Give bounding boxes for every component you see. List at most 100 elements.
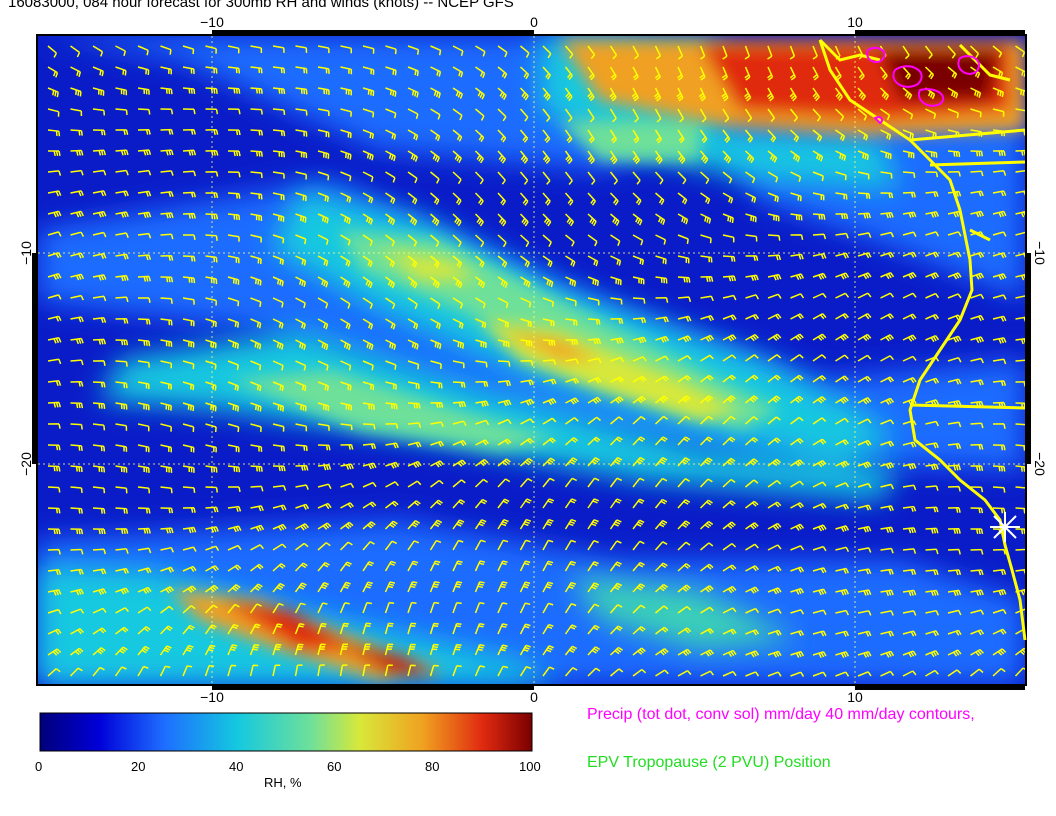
wind-barb: [519, 150, 529, 164]
wind-barb: [272, 643, 282, 656]
wind-barb: [384, 540, 398, 551]
wind-barb: [677, 129, 685, 144]
wind-barb: [160, 108, 174, 115]
wind-barb: [362, 66, 375, 75]
wind-barb: [992, 210, 1007, 218]
wind-barb: [902, 45, 910, 60]
wind-barb: [947, 421, 962, 428]
wind-barb: [205, 192, 219, 199]
wind-barb: [407, 234, 418, 247]
wind-barb: [835, 525, 850, 532]
wind-barb: [47, 66, 59, 78]
wind-barb: [677, 541, 691, 551]
x-tick-bottom-minus10: −10: [200, 689, 224, 705]
wind-barb: [137, 190, 152, 197]
wind-barb: [925, 335, 940, 343]
wind-barb: [452, 539, 464, 551]
wind-barb: [767, 108, 776, 123]
wind-barb: [115, 607, 129, 614]
wind-barb: [564, 645, 578, 656]
wind-barb: [835, 333, 849, 341]
wind-barb: [272, 664, 281, 677]
wind-barb: [182, 507, 196, 513]
wind-barb: [272, 108, 286, 115]
wind-barb: [767, 234, 781, 241]
wind-barb: [429, 519, 443, 530]
wind-barb: [925, 191, 939, 198]
wind-barb: [70, 402, 84, 409]
wind-barb: [182, 212, 196, 219]
wind-barb: [160, 360, 173, 369]
wind-barb: [47, 423, 61, 429]
wind-barb: [295, 360, 307, 371]
wind-barb: [880, 650, 895, 658]
wind-barb: [160, 170, 174, 176]
wind-barb: [587, 171, 596, 185]
wind-barb: [902, 589, 917, 597]
wind-barb: [655, 669, 669, 677]
wind-barb: [115, 211, 129, 218]
wind-barb: [205, 381, 217, 391]
wind-barb: [880, 440, 895, 447]
wind-barb: [902, 548, 917, 554]
wind-barb: [790, 416, 804, 425]
wind-barb: [137, 318, 151, 325]
wind-barb: [880, 589, 894, 596]
wind-barb: [205, 87, 218, 94]
wind-barb: [362, 213, 374, 225]
wind-barb: [452, 213, 462, 227]
wind-barb: [834, 108, 845, 122]
wind-barb: [790, 253, 804, 260]
wind-barb: [677, 499, 691, 509]
wind-barb: [992, 315, 1007, 322]
wind-barb: [835, 567, 849, 574]
wind-barb: [519, 539, 531, 551]
wind-barb: [542, 359, 557, 365]
wind-barb: [385, 171, 396, 183]
wind-barb: [970, 528, 984, 535]
wind-barb: [340, 276, 351, 288]
wind-barb: [249, 603, 262, 614]
wind-barb: [632, 540, 645, 551]
wind-barb: [902, 527, 917, 534]
wind-barb: [947, 609, 962, 616]
wind-barb: [250, 108, 263, 115]
wind-barb: [812, 671, 827, 677]
wind-barb: [227, 129, 241, 136]
wind-barb: [362, 87, 375, 97]
wind-barb: [474, 622, 485, 635]
wind-barb: [970, 379, 984, 386]
wind-barb: [452, 297, 464, 309]
wind-barb: [430, 360, 442, 369]
wind-barb: [272, 381, 284, 392]
wind-barb: [610, 318, 624, 324]
wind-barb: [272, 360, 284, 371]
wind-barb: [70, 528, 84, 535]
wind-barb: [880, 568, 894, 575]
wind-barb: [677, 520, 691, 530]
wind-barb: [295, 234, 307, 245]
wind-barb: [902, 630, 917, 637]
wind-barb: [182, 486, 196, 493]
wind-barb: [362, 339, 374, 351]
wind-barb: [564, 602, 577, 614]
wind-barb: [137, 507, 151, 514]
wind-barb: [857, 589, 872, 596]
wind-barb: [430, 129, 441, 142]
wind-barb: [137, 586, 152, 594]
wind-barb: [295, 503, 310, 510]
wind-barb: [452, 66, 464, 78]
colorbar-title: RH, %: [264, 775, 302, 790]
wind-barb: [250, 45, 263, 54]
wind-barb: [452, 276, 463, 289]
wind-barb: [227, 505, 242, 512]
wind-barb: [47, 569, 62, 576]
wind-barb: [655, 375, 669, 383]
wind-barb: [182, 644, 194, 656]
colorbar-tick-0: 0: [35, 759, 43, 774]
wind-barb: [970, 629, 985, 636]
wind-barb: [115, 567, 129, 574]
wind-barb: [385, 318, 396, 330]
wind-barb: [610, 255, 622, 266]
wind-barb: [790, 354, 804, 362]
